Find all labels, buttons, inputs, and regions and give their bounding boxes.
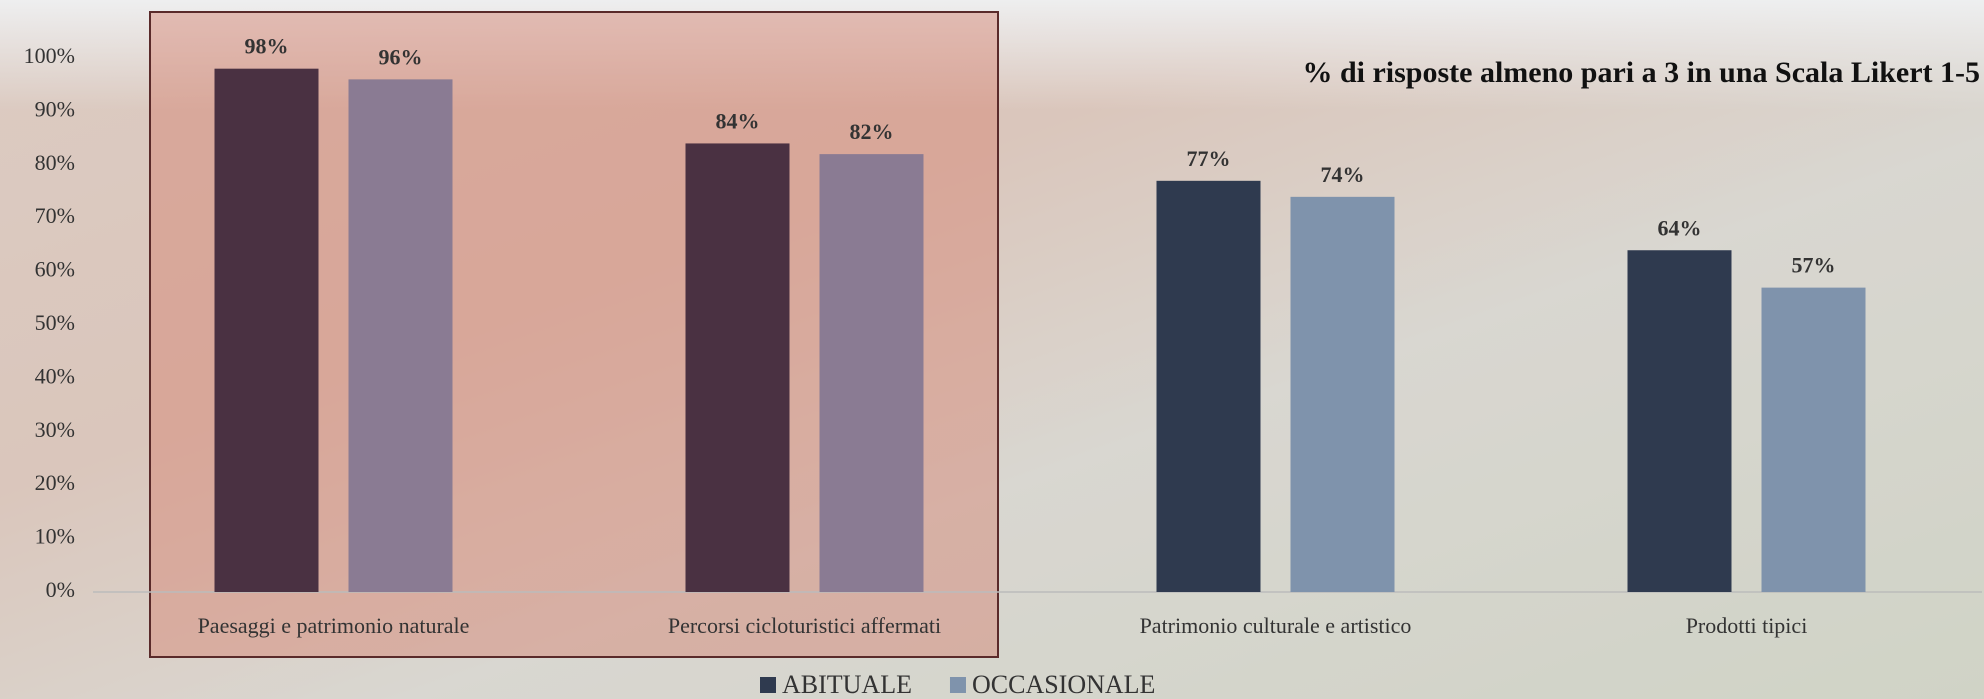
value-label: 82%	[850, 119, 894, 144]
value-label: 77%	[1187, 146, 1231, 171]
sky	[0, 0, 1984, 110]
value-label: 57%	[1792, 253, 1836, 278]
y-tick-label: 50%	[35, 310, 75, 335]
bar	[1761, 287, 1866, 592]
y-tick-label: 70%	[35, 203, 75, 228]
bar	[348, 79, 453, 593]
legend-swatch	[760, 677, 776, 693]
value-label: 74%	[1321, 162, 1365, 187]
y-tick-label: 100%	[24, 43, 75, 68]
value-label: 96%	[379, 44, 423, 69]
bar	[819, 154, 924, 592]
x-tick-label: Percorsi cicloturistici affermati	[668, 613, 941, 638]
y-tick-label: 20%	[35, 470, 75, 495]
y-tick-label: 40%	[35, 363, 75, 388]
value-label: 64%	[1658, 215, 1702, 240]
bar	[1156, 180, 1261, 592]
chart-title: % di risposte almeno pari a 3 in una Sca…	[1302, 56, 1980, 89]
y-tick-label: 80%	[35, 150, 75, 175]
legend-swatch	[949, 677, 966, 693]
bar	[1290, 196, 1395, 592]
bar	[214, 68, 319, 593]
x-tick-label: Prodotti tipici	[1686, 613, 1808, 638]
x-tick-label: Paesaggi e patrimonio naturale	[198, 613, 470, 638]
y-tick-label: 0%	[46, 577, 75, 602]
y-tick-label: 10%	[35, 524, 75, 549]
value-label: 84%	[716, 108, 760, 133]
legend-label: OCCASIONALE	[972, 670, 1155, 699]
bar	[1627, 250, 1732, 593]
y-tick-label: 60%	[35, 257, 75, 282]
y-tick-label: 90%	[35, 96, 75, 121]
value-label: 98%	[245, 34, 289, 59]
y-tick-label: 30%	[35, 417, 75, 442]
x-tick-label: Patrimonio culturale e artistico	[1140, 613, 1412, 638]
legend-label: ABITUALE	[782, 670, 912, 699]
bar	[685, 143, 790, 592]
